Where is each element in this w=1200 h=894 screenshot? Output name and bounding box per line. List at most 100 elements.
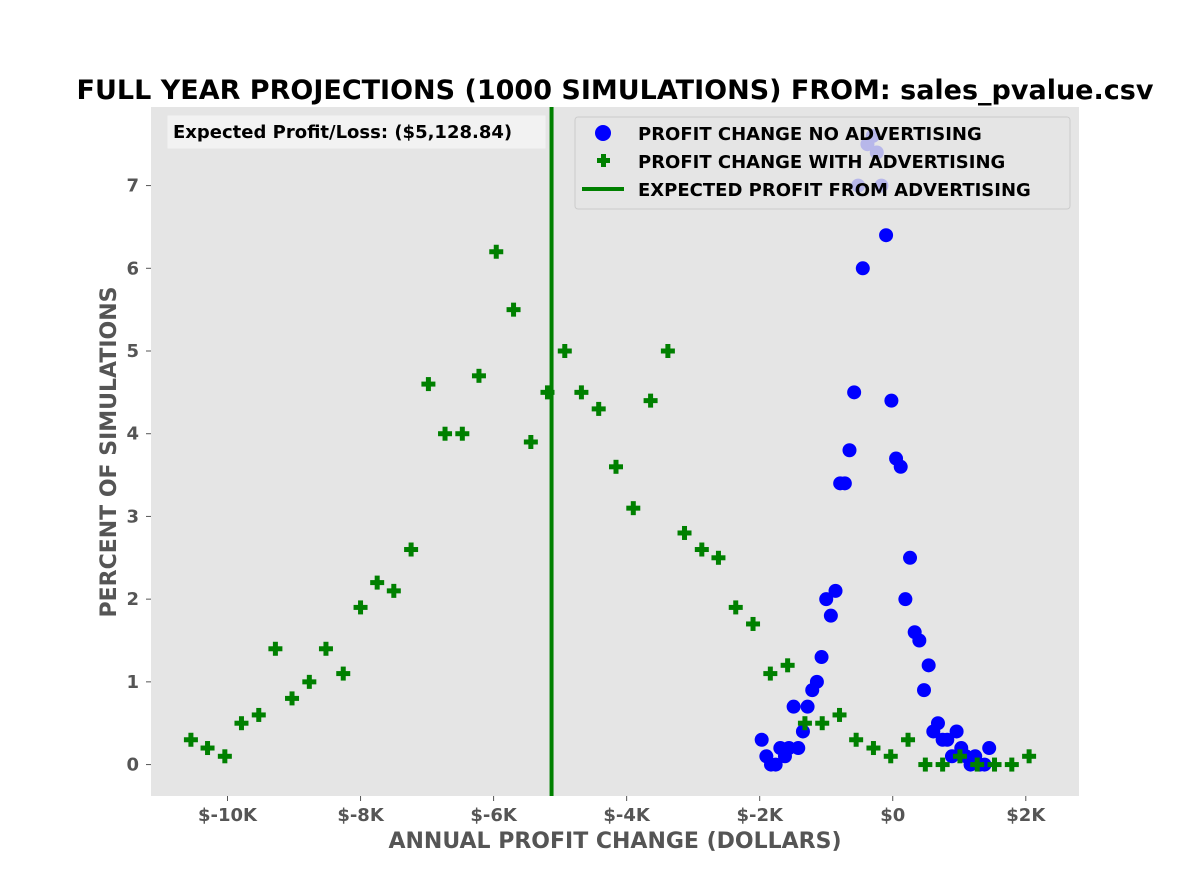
point-no-advertising	[940, 732, 955, 747]
plus-bar-v	[323, 641, 329, 656]
point-no-advertising	[921, 658, 936, 673]
point-with-advertising	[677, 525, 692, 540]
plus-bar-v	[476, 368, 482, 383]
plus-bar-v	[648, 393, 654, 408]
x-tick-label: $0	[880, 805, 905, 826]
point-with-advertising	[970, 757, 985, 772]
point-with-advertising	[883, 749, 898, 764]
point-no-advertising	[930, 716, 945, 731]
x-tick-label: $-10K	[198, 805, 258, 826]
point-with-advertising	[746, 616, 761, 631]
x-tick-label: $-2K	[736, 805, 784, 826]
point-with-advertising	[336, 666, 351, 681]
point-with-advertising	[200, 741, 215, 756]
x-axis-label: ANNUAL PROFIT CHANGE (DOLLARS)	[388, 829, 841, 854]
point-with-advertising	[251, 707, 266, 722]
plus-bar-v	[682, 525, 688, 540]
plus-bar-v	[870, 741, 876, 756]
point-no-advertising	[879, 228, 894, 243]
legend: PROFIT CHANGE NO ADVERTISING PROFIT CHAN…	[574, 116, 1071, 210]
point-with-advertising	[217, 749, 232, 764]
plus-bar-v	[408, 542, 414, 557]
plus-bar-v	[819, 716, 825, 731]
annotation-background	[167, 115, 546, 149]
point-with-advertising	[660, 344, 675, 359]
point-with-advertising	[711, 550, 726, 565]
point-with-advertising	[285, 691, 300, 706]
point-with-advertising	[797, 716, 812, 731]
point-no-advertising	[800, 699, 815, 714]
point-with-advertising	[935, 757, 950, 772]
point-with-advertising	[815, 716, 830, 731]
plus-bar-v	[511, 302, 517, 317]
plus-bar-v	[442, 426, 448, 441]
plus-bar-v	[306, 674, 312, 689]
y-tick-label: 6	[126, 258, 139, 279]
point-with-advertising	[489, 244, 504, 259]
point-with-advertising	[353, 600, 368, 615]
point-no-advertising	[898, 592, 913, 607]
plus-bar-v	[562, 344, 568, 359]
point-no-advertising	[791, 741, 806, 756]
point-with-advertising	[1022, 749, 1037, 764]
point-no-advertising	[828, 583, 843, 598]
x-tick-label: $-4K	[603, 805, 651, 826]
point-with-advertising	[608, 459, 623, 474]
point-no-advertising	[944, 749, 959, 764]
point-no-advertising	[847, 385, 862, 400]
point-with-advertising	[832, 707, 847, 722]
point-no-advertising	[786, 699, 801, 714]
point-with-advertising	[849, 732, 864, 747]
point-no-advertising	[837, 476, 852, 491]
legend-label-no-advertising: PROFIT CHANGE NO ADVERTISING	[638, 124, 982, 145]
plus-bar-v	[940, 757, 946, 772]
legend-label-expected-line: EXPECTED PROFIT FROM ADVERTISING	[638, 180, 1031, 201]
plus-bar-v	[578, 385, 584, 400]
y-tick-label: 3	[126, 506, 139, 527]
y-tick-label: 1	[126, 672, 139, 693]
plus-bar-v	[459, 426, 465, 441]
point-with-advertising	[626, 501, 641, 516]
plus-bar-v	[785, 658, 791, 673]
plus-bar-v	[205, 741, 211, 756]
x-tick-label: $-8K	[337, 805, 385, 826]
x-tick-label: $2K	[1006, 805, 1046, 826]
point-with-advertising	[591, 401, 606, 416]
point-with-advertising	[471, 368, 486, 383]
point-with-advertising	[421, 377, 436, 392]
point-with-advertising	[952, 749, 967, 764]
point-with-advertising	[728, 600, 743, 615]
y-axis-label: PERCENT OF SIMULATIONS	[97, 286, 122, 617]
y-tick-label: 0	[126, 755, 139, 776]
plus-bar-v	[493, 244, 499, 259]
point-no-advertising	[912, 633, 927, 648]
point-with-advertising	[234, 716, 249, 731]
point-no-advertising	[884, 393, 899, 408]
point-with-advertising	[763, 666, 778, 681]
point-with-advertising	[780, 658, 795, 673]
point-no-advertising	[809, 674, 824, 689]
point-no-advertising	[768, 757, 783, 772]
plus-bar-v	[853, 732, 859, 747]
plus-bar-v	[340, 666, 346, 681]
point-no-advertising	[823, 608, 838, 623]
plus-bar-v	[613, 459, 619, 474]
plus-bar-v	[256, 707, 262, 722]
x-tick-label: $-6K	[470, 805, 518, 826]
plus-bar-v	[188, 732, 194, 747]
plus-bar-v	[715, 550, 721, 565]
plus-bar-v	[750, 616, 756, 631]
plus-bar-v	[544, 385, 550, 400]
plus-bar-v	[596, 401, 602, 416]
plus-bar-v	[957, 749, 963, 764]
plus-bar-v	[238, 716, 244, 731]
plus-bar-v	[733, 600, 739, 615]
chart-title: FULL YEAR PROJECTIONS (1000 SIMULATIONS)…	[77, 75, 1154, 106]
plus-bar-v	[222, 749, 228, 764]
point-no-advertising	[917, 683, 932, 698]
point-with-advertising	[318, 641, 333, 656]
plus-bar-v	[630, 501, 636, 516]
point-with-advertising	[1004, 757, 1019, 772]
y-tick-label: 2	[126, 589, 139, 610]
